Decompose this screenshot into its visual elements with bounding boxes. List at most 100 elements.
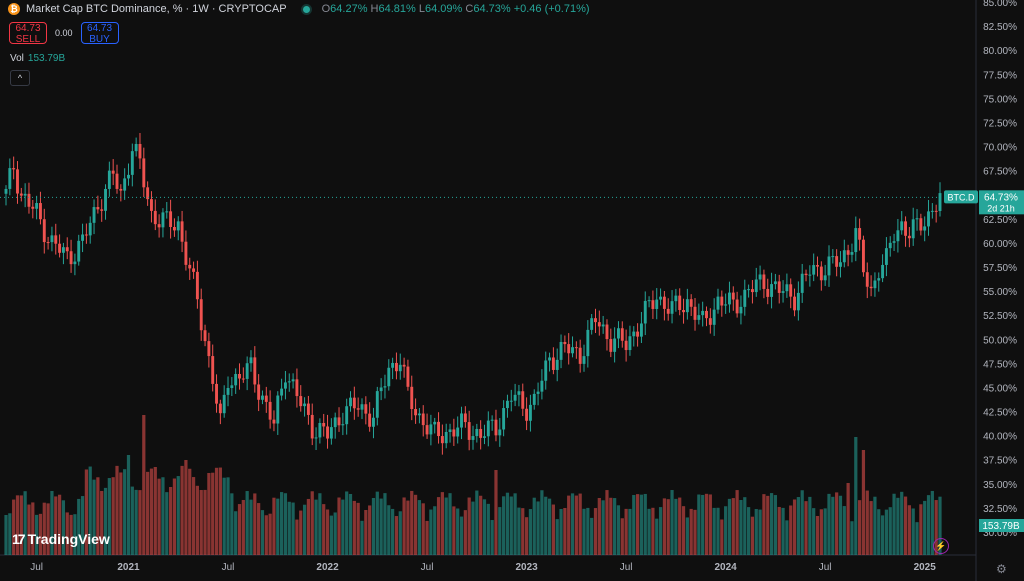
- candle-body: [58, 243, 62, 253]
- volume-bar: [433, 506, 437, 555]
- volume-bar: [337, 497, 341, 555]
- y-tick-label: 72.50%: [983, 118, 1017, 129]
- candle-body: [540, 380, 544, 392]
- symbol-title[interactable]: Market Cap BTC Dominance, % · 1W · CRYPT…: [26, 3, 287, 15]
- volume-bar: [126, 455, 131, 555]
- candle-body: [73, 261, 77, 265]
- candle-body: [440, 436, 444, 444]
- y-tick-label: 67.50%: [983, 167, 1017, 178]
- volume-bar: [808, 496, 812, 555]
- volume-bar: [620, 518, 624, 555]
- candle-body: [437, 421, 441, 437]
- volume-bar: [547, 498, 552, 555]
- candle-body: [153, 210, 157, 225]
- candle-body: [551, 357, 555, 370]
- volume-bar: [214, 467, 219, 555]
- volume-bar: [769, 493, 774, 555]
- volume-bar: [463, 510, 467, 555]
- candle-body: [337, 417, 341, 426]
- volume-bar: [616, 505, 621, 555]
- volume-bar: [368, 505, 372, 555]
- candle-body: [567, 344, 571, 354]
- candle-body: [84, 234, 88, 236]
- candle-body: [724, 304, 728, 306]
- volume-bar: [391, 508, 395, 555]
- x-tick-label: 2024: [715, 562, 738, 573]
- volume-bar: [766, 495, 770, 555]
- volume-bar: [287, 501, 291, 555]
- candle-body: [402, 364, 406, 367]
- lightning-icon[interactable]: ⚡: [933, 538, 949, 554]
- candle-body: [643, 300, 647, 324]
- tradingview-mark-icon: 17: [12, 531, 26, 547]
- candle-body: [678, 295, 682, 311]
- volume-bar: [861, 450, 866, 555]
- candle-body: [662, 296, 666, 309]
- candle-body: [368, 413, 372, 427]
- candle-body: [8, 168, 12, 189]
- volume-legend: Vol 153.79B: [10, 53, 66, 64]
- volume-bar: [880, 515, 885, 555]
- candle-body: [536, 391, 540, 394]
- candle-body: [433, 421, 437, 425]
- candle-body: [827, 256, 831, 276]
- candle-body: [150, 199, 153, 211]
- volume-bar: [188, 468, 192, 555]
- volume-bar: [268, 513, 272, 555]
- gear-icon[interactable]: ⚙: [996, 562, 1007, 576]
- candle-body: [594, 318, 597, 323]
- candle-body: [314, 437, 318, 439]
- volume-bar: [61, 500, 66, 555]
- volume-bar: [521, 508, 525, 555]
- candle-body: [766, 288, 770, 297]
- volume-bar: [720, 519, 724, 555]
- volume-bar: [666, 499, 670, 555]
- candle-body: [586, 329, 590, 357]
- volume-bar: [100, 490, 104, 555]
- sell-button[interactable]: 64.73 SELL: [9, 22, 47, 45]
- volume-bar: [279, 492, 284, 555]
- spread-value: 0.00: [55, 28, 73, 38]
- candle-body: [115, 173, 119, 189]
- volume-bar: [322, 504, 326, 555]
- candle-body: [900, 221, 904, 231]
- y-tick-label: 40.00%: [983, 432, 1017, 443]
- volume-bar: [915, 522, 919, 555]
- candle-body: [199, 299, 203, 331]
- y-tick-label: 55.00%: [983, 287, 1017, 298]
- volume-bar: [578, 493, 582, 555]
- buy-button[interactable]: 64.73 BUY: [80, 22, 119, 45]
- candle-body: [414, 409, 418, 416]
- candle-body: [452, 429, 456, 437]
- candle-body: [865, 272, 869, 287]
- candle-body: [716, 296, 720, 310]
- volume-bar: [903, 496, 908, 555]
- y-tick-label: 35.00%: [983, 480, 1017, 491]
- candle-body: [448, 429, 452, 432]
- volume-bar: [138, 490, 142, 555]
- tradingview-logo[interactable]: 17 TradingView: [12, 531, 110, 547]
- candle-body: [578, 347, 582, 364]
- volume-bar: [486, 503, 490, 555]
- volume-bar: [601, 500, 605, 555]
- volume-bar: [253, 493, 257, 555]
- volume-bar: [513, 493, 517, 555]
- volume-bar: [429, 509, 433, 555]
- volume-bar: [245, 491, 249, 555]
- candle-body: [513, 394, 517, 401]
- volume-bar: [781, 507, 785, 555]
- candle-body: [632, 331, 636, 337]
- volume-bar: [727, 498, 732, 555]
- y-tick-label: 62.50%: [983, 215, 1017, 226]
- volume-bar: [716, 507, 720, 555]
- candle-body: [609, 339, 613, 352]
- collapse-legend-button[interactable]: ^: [10, 70, 30, 86]
- candle-body: [685, 299, 689, 313]
- volume-bar: [92, 479, 96, 555]
- candle-body: [708, 318, 712, 325]
- volume-bar: [84, 469, 88, 555]
- candle-body: [291, 379, 295, 382]
- volume-bar: [804, 501, 808, 555]
- volume-bar: [341, 499, 345, 555]
